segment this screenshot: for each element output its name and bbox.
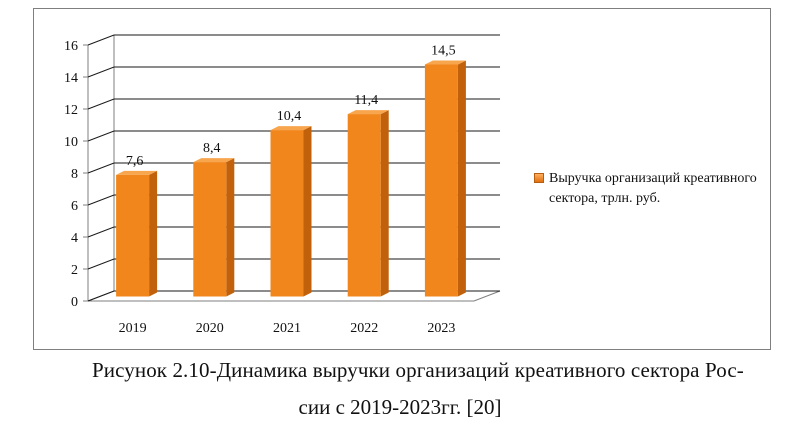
y-tick-label: 10 — [64, 135, 78, 150]
bar-side — [149, 170, 158, 297]
bar-side — [457, 60, 466, 297]
figure-caption-line-1: Рисунок 2.10-Динамика выручки организаци… — [92, 358, 744, 382]
x-tick-label: 2020 — [196, 321, 224, 336]
y-tick-label: 12 — [64, 103, 78, 118]
data-label: 7,6 — [126, 154, 144, 169]
gridline — [87, 66, 500, 78]
y-tick-label: 8 — [71, 167, 78, 182]
y-tick-label: 2 — [71, 263, 78, 278]
legend-label: Выручка организаций креативного сектора,… — [549, 171, 757, 206]
y-tick-label: 0 — [71, 295, 78, 310]
data-label: 8,4 — [203, 141, 221, 156]
y-tick-label: 14 — [64, 71, 78, 86]
bar-chart: 0 2 4 6 8 10 12 14 16 7,6 2019 8,4 2020 10,4 2021 11,4 2… — [64, 34, 501, 336]
y-tick-label: 4 — [71, 231, 78, 246]
bar-side — [380, 110, 389, 297]
x-tick-label: 2022 — [350, 321, 378, 336]
bar-top — [270, 126, 312, 131]
gridline — [87, 34, 500, 46]
gridline — [87, 98, 500, 110]
data-label: 14,5 — [431, 44, 456, 59]
x-tick-label: 2021 — [273, 321, 301, 336]
bar-top — [424, 60, 466, 65]
y-tick-label: 16 — [64, 39, 78, 54]
data-label: 10,4 — [277, 109, 302, 124]
figure-caption-line-2: сии с 2019-2023гг. [20] — [298, 395, 502, 419]
bar-top — [347, 110, 389, 115]
bar-top — [116, 170, 158, 175]
bar — [424, 64, 458, 297]
bar-top — [193, 158, 235, 163]
x-tick-label: 2019 — [119, 321, 147, 336]
bar-side — [226, 158, 235, 297]
bar — [347, 114, 381, 297]
bar — [116, 174, 150, 297]
bar-side — [303, 126, 312, 297]
bar — [193, 162, 227, 297]
data-label: 11,4 — [354, 93, 378, 108]
legend-swatch — [534, 173, 544, 183]
x-tick-label: 2023 — [427, 321, 455, 336]
chart-frame: 0 2 4 6 8 10 12 14 16 7,6 2019 8,4 2020 10,4 2021 11,4 2… — [33, 8, 771, 350]
y-tick-label: 6 — [71, 199, 78, 214]
bar — [270, 130, 304, 297]
